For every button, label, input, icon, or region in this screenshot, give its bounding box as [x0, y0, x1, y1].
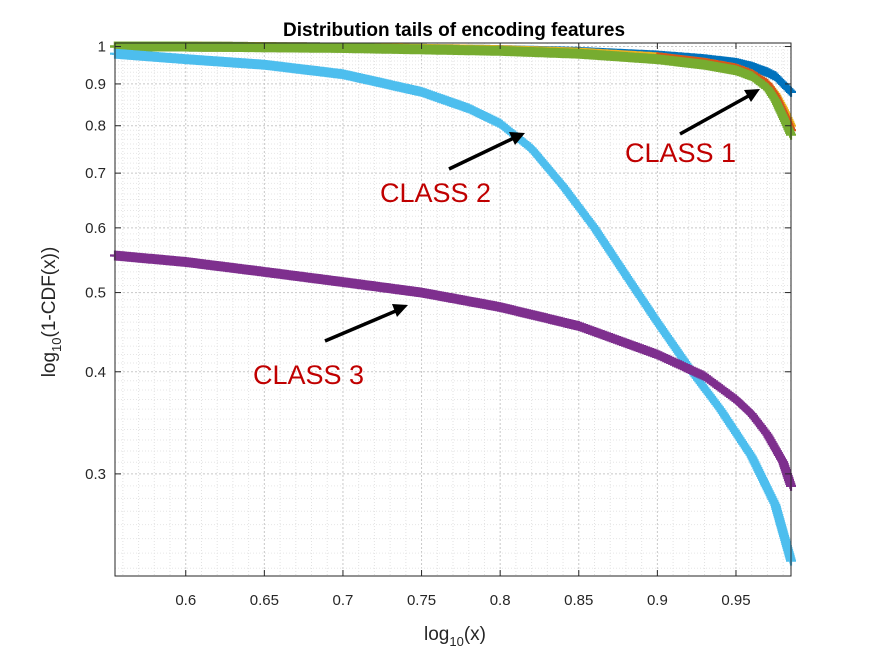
annotation-class-2-arrow [448, 135, 517, 171]
x-tick-label: 0.65 [250, 592, 279, 609]
ticks: 0.6 0.65 0.7 0.75 0.8 0.85 0.9 0.95 0.3 0.4 0.5 0.6… [85, 39, 791, 609]
x-tick-label: 0.95 [721, 592, 750, 609]
y-tick-label: 0.6 [85, 220, 106, 237]
y-tick-label: 0.7 [85, 165, 106, 182]
y-axis-label: log10(1-CDF(x)) [39, 247, 64, 378]
annotation-class-3-arrow [324, 308, 399, 343]
x-tick-label: 0.9 [647, 592, 668, 609]
annotations: CLASS 1 CLASS 2 CLASS 3 [253, 89, 760, 390]
annotation-class-1-arrow [679, 92, 753, 136]
y-tick-label: 0.4 [85, 364, 106, 381]
y-tick-label: 0.3 [85, 466, 106, 483]
x-tick-label: 0.7 [333, 592, 354, 609]
y-tick-label: 1 [98, 39, 106, 56]
annotation-class-3-arrowhead [392, 304, 408, 317]
x-tick-label: 0.8 [490, 592, 511, 609]
chart-title: Distribution tails of encoding features [283, 20, 625, 41]
annotation-class-1-arrowhead [744, 89, 760, 102]
x-tick-label: 0.85 [564, 592, 593, 609]
annotation-class-2-arrowhead [509, 132, 525, 145]
grid [115, 43, 791, 576]
x-tick-label: 0.75 [407, 592, 436, 609]
y-tick-label: 0.9 [85, 76, 106, 93]
annotation-class-2: CLASS 2 [380, 178, 491, 208]
x-axis-label: log10(x) [424, 624, 486, 649]
x-tick-label: 0.6 [175, 592, 196, 609]
y-tick-label: 0.5 [85, 285, 106, 302]
y-tick-label: 0.8 [85, 118, 106, 135]
plot-frame [114, 42, 792, 577]
annotation-class-1: CLASS 1 [625, 138, 736, 168]
annotation-class-3: CLASS 3 [253, 360, 364, 390]
